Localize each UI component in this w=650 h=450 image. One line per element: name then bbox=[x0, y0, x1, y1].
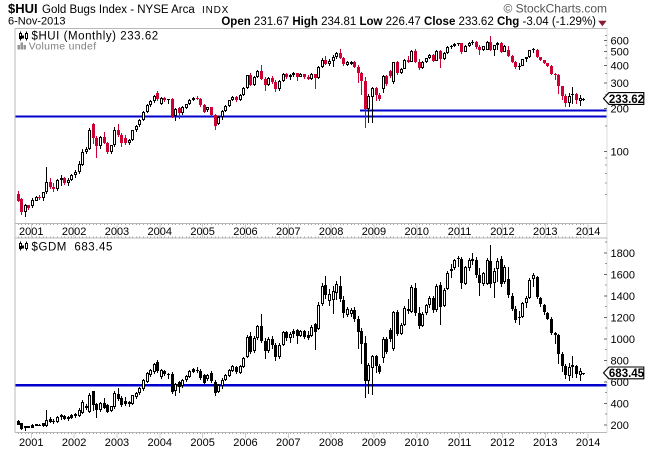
svg-text:300: 300 bbox=[611, 78, 629, 90]
svg-text:$HUI: $HUI bbox=[8, 1, 38, 16]
svg-text:2008: 2008 bbox=[319, 226, 343, 238]
svg-text:2007: 2007 bbox=[276, 437, 300, 449]
svg-text:2003: 2003 bbox=[105, 437, 129, 449]
svg-text:100: 100 bbox=[611, 146, 629, 158]
svg-text:2011: 2011 bbox=[448, 437, 472, 449]
svg-text:2012: 2012 bbox=[490, 437, 514, 449]
svg-text:INDX: INDX bbox=[202, 5, 229, 16]
svg-text:2003: 2003 bbox=[105, 226, 129, 238]
svg-text:2002: 2002 bbox=[62, 226, 86, 238]
svg-text:2001: 2001 bbox=[19, 437, 43, 449]
svg-text:1600: 1600 bbox=[611, 269, 635, 281]
svg-text:© StockCharts.com: © StockCharts.com bbox=[503, 2, 607, 16]
svg-text:500: 500 bbox=[611, 47, 629, 59]
svg-text:1000: 1000 bbox=[611, 334, 635, 346]
svg-text:2009: 2009 bbox=[362, 226, 386, 238]
svg-text:2014: 2014 bbox=[576, 226, 600, 238]
svg-text:2008: 2008 bbox=[319, 437, 343, 449]
svg-text:2004: 2004 bbox=[148, 437, 172, 449]
svg-text:200: 200 bbox=[611, 420, 629, 432]
svg-text:$GDM 683.45: $GDM 683.45 bbox=[32, 242, 113, 254]
svg-text:1800: 1800 bbox=[611, 248, 635, 260]
svg-text:1200: 1200 bbox=[611, 312, 635, 324]
svg-text:200: 200 bbox=[611, 103, 629, 115]
svg-text:2014: 2014 bbox=[576, 437, 600, 449]
svg-text:233.62: 233.62 bbox=[609, 94, 644, 106]
svg-text:2010: 2010 bbox=[405, 226, 429, 238]
svg-text:Open 231.67 High 234.81 Low 22: Open 231.67 High 234.81 Low 226.47 Close… bbox=[221, 16, 596, 28]
svg-text:400: 400 bbox=[611, 60, 629, 72]
svg-text:2001: 2001 bbox=[19, 226, 43, 238]
svg-text:2006: 2006 bbox=[233, 437, 257, 449]
svg-text:600: 600 bbox=[611, 35, 629, 47]
svg-text:2011: 2011 bbox=[448, 226, 472, 238]
svg-text:$HUI (Monthly) 233.62: $HUI (Monthly) 233.62 bbox=[32, 31, 159, 43]
svg-text:600: 600 bbox=[611, 377, 629, 389]
svg-text:2004: 2004 bbox=[148, 226, 172, 238]
svg-text:Volume undef: Volume undef bbox=[29, 41, 97, 53]
svg-text:2006: 2006 bbox=[233, 226, 257, 238]
svg-text:2007: 2007 bbox=[276, 226, 300, 238]
svg-text:2010: 2010 bbox=[405, 437, 429, 449]
svg-text:2013: 2013 bbox=[533, 437, 557, 449]
svg-text:2009: 2009 bbox=[362, 437, 386, 449]
svg-text:1400: 1400 bbox=[611, 291, 635, 303]
svg-text:6-Nov-2013: 6-Nov-2013 bbox=[8, 16, 65, 28]
svg-text:2002: 2002 bbox=[62, 437, 86, 449]
svg-text:2005: 2005 bbox=[190, 226, 214, 238]
svg-text:Gold Bugs Index - NYSE Arca: Gold Bugs Index - NYSE Arca bbox=[42, 4, 195, 16]
svg-text:2013: 2013 bbox=[533, 226, 557, 238]
svg-text:2012: 2012 bbox=[490, 226, 514, 238]
svg-text:683.45: 683.45 bbox=[609, 368, 645, 380]
svg-text:400: 400 bbox=[611, 398, 629, 410]
svg-text:800: 800 bbox=[611, 355, 629, 367]
svg-text:2005: 2005 bbox=[190, 437, 214, 449]
